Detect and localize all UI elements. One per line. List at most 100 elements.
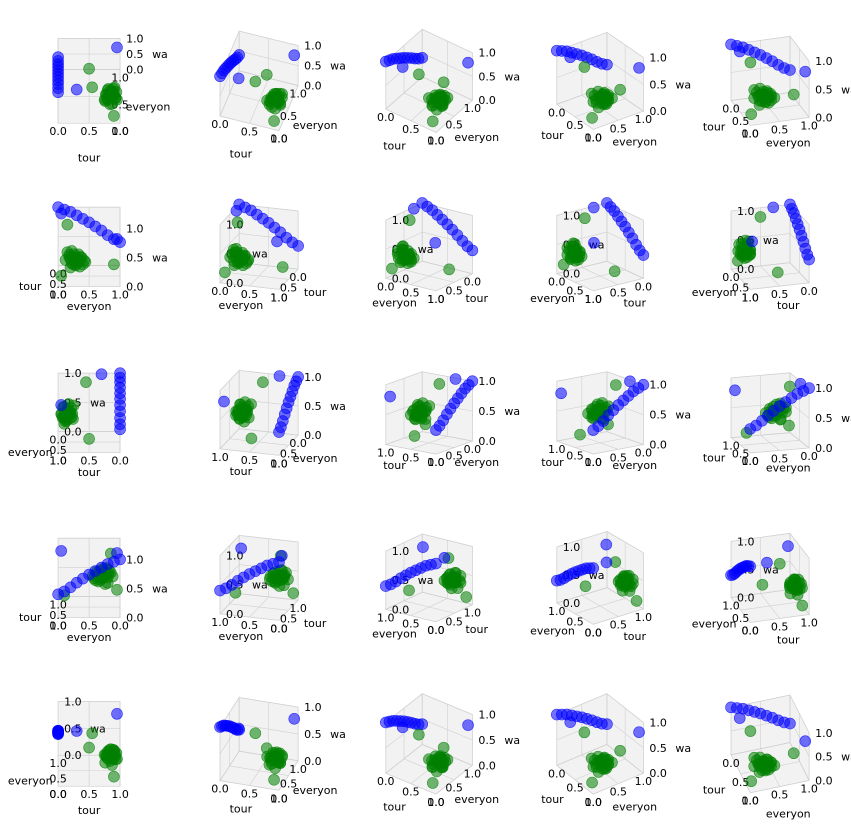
gridline xyxy=(278,268,299,290)
axis-label-x: tour xyxy=(466,623,489,636)
tick-label-x: 1.0 xyxy=(211,450,228,463)
tick-label-y: 0.5 xyxy=(446,782,463,795)
scatter-point xyxy=(57,411,70,424)
tick-label-y: 1.0 xyxy=(634,113,651,126)
tick-label-x: 0.0 xyxy=(722,103,739,116)
scatter-point xyxy=(564,51,576,64)
scatter-point xyxy=(796,600,808,612)
axis-label-z: wa xyxy=(675,742,691,755)
tick-label-y: 0.0 xyxy=(634,446,651,459)
scatter-point xyxy=(114,423,126,435)
tick-label-z: 0.5 xyxy=(479,734,496,747)
scatter-point xyxy=(460,591,473,604)
tick-label-y: 1.0 xyxy=(741,291,758,304)
tick-label-y: 0.0 xyxy=(270,623,287,636)
tick-label-x: 1.0 xyxy=(428,134,445,147)
gridline xyxy=(556,765,594,795)
scatter-point xyxy=(438,552,451,564)
tick-label-y: 1.0 xyxy=(377,612,394,625)
scatter-point xyxy=(249,75,262,88)
axis-label-x: tour xyxy=(230,148,253,161)
axis-label-x: tour xyxy=(19,280,42,293)
tick-label-z: 1.0 xyxy=(649,378,666,391)
scatter-point xyxy=(587,562,599,575)
axis-label-x: tour xyxy=(230,803,253,816)
axis-label-x: tour xyxy=(384,459,407,472)
gridline xyxy=(220,115,280,132)
scatter-point xyxy=(725,701,737,714)
tick-label-y: 0.5 xyxy=(49,444,66,457)
scatter-point xyxy=(433,96,445,108)
gridline xyxy=(422,534,473,548)
axis-label-y: everyon xyxy=(530,292,575,305)
gridline xyxy=(239,593,299,601)
tick-label-y: 1.0 xyxy=(270,457,287,470)
tick-label-y: 0.5 xyxy=(403,618,420,631)
axis-label-y: everyon xyxy=(692,286,737,299)
tick-label-x: 1.0 xyxy=(634,611,651,624)
scatter-point xyxy=(799,65,811,78)
tick-label-x: 1.0 xyxy=(49,599,66,612)
scatter-point xyxy=(214,70,227,83)
scatter-point xyxy=(600,557,612,569)
tick-label-z: 0.0 xyxy=(392,604,409,617)
scatter-point xyxy=(585,776,598,789)
tick-label-x: 0.5 xyxy=(241,788,258,801)
axis-label-z: wa xyxy=(841,83,851,96)
tick-label-y: 1.0 xyxy=(111,72,128,85)
scatter-point xyxy=(397,61,409,73)
tick-label-x: 0.5 xyxy=(566,782,583,795)
scatter-point xyxy=(785,579,798,591)
tick-label-x: 0.5 xyxy=(446,616,463,629)
gridline xyxy=(386,534,423,552)
scatter-point xyxy=(433,757,445,769)
gridline xyxy=(249,265,270,287)
tick-label-z: 0.5 xyxy=(479,70,496,83)
scatter-point xyxy=(733,45,746,58)
scatter-point xyxy=(233,72,245,85)
scatter-point xyxy=(86,81,98,94)
tick-label-z: 0.0 xyxy=(304,755,321,768)
tick-label-y: 1.0 xyxy=(741,455,758,468)
tick-label-x: 1.0 xyxy=(584,796,601,809)
tick-label-z: 1.0 xyxy=(479,375,496,388)
scatter-point xyxy=(214,721,227,733)
scatter-point xyxy=(429,236,442,249)
scatter-point xyxy=(384,390,397,402)
gridline xyxy=(556,273,593,291)
gridline xyxy=(606,531,644,554)
tick-label-y: 0.0 xyxy=(584,131,601,144)
scatter-point xyxy=(80,375,92,388)
gridline xyxy=(592,277,644,291)
gridline xyxy=(220,369,240,391)
gridline xyxy=(592,110,644,130)
tick-label-z: 0.0 xyxy=(479,435,496,448)
scatter-point xyxy=(268,774,281,786)
tick-label-y: 1.0 xyxy=(584,456,601,469)
tick-label-y: 0.5 xyxy=(80,288,97,301)
scatter-point xyxy=(753,89,765,101)
scatter-point xyxy=(466,244,479,256)
tick-label-y: 0.0 xyxy=(584,627,601,640)
tick-label-y: 0.0 xyxy=(741,625,758,638)
gridline xyxy=(556,371,607,382)
gridline xyxy=(385,76,423,110)
tick-label-z: 0.0 xyxy=(815,442,832,455)
axis-label-x: tour xyxy=(466,292,489,305)
gridline xyxy=(730,432,790,438)
scatter-point xyxy=(267,90,280,103)
tick-label-z: 0.5 xyxy=(304,400,321,413)
tick-label-x: 0.5 xyxy=(80,125,97,138)
scatter-point xyxy=(637,249,649,261)
tick-label-y: 0.5 xyxy=(609,122,626,135)
scatter-point xyxy=(728,384,741,396)
axis-label-y: everyon xyxy=(293,784,338,797)
scatter-point xyxy=(417,541,430,554)
gridline xyxy=(278,85,299,131)
